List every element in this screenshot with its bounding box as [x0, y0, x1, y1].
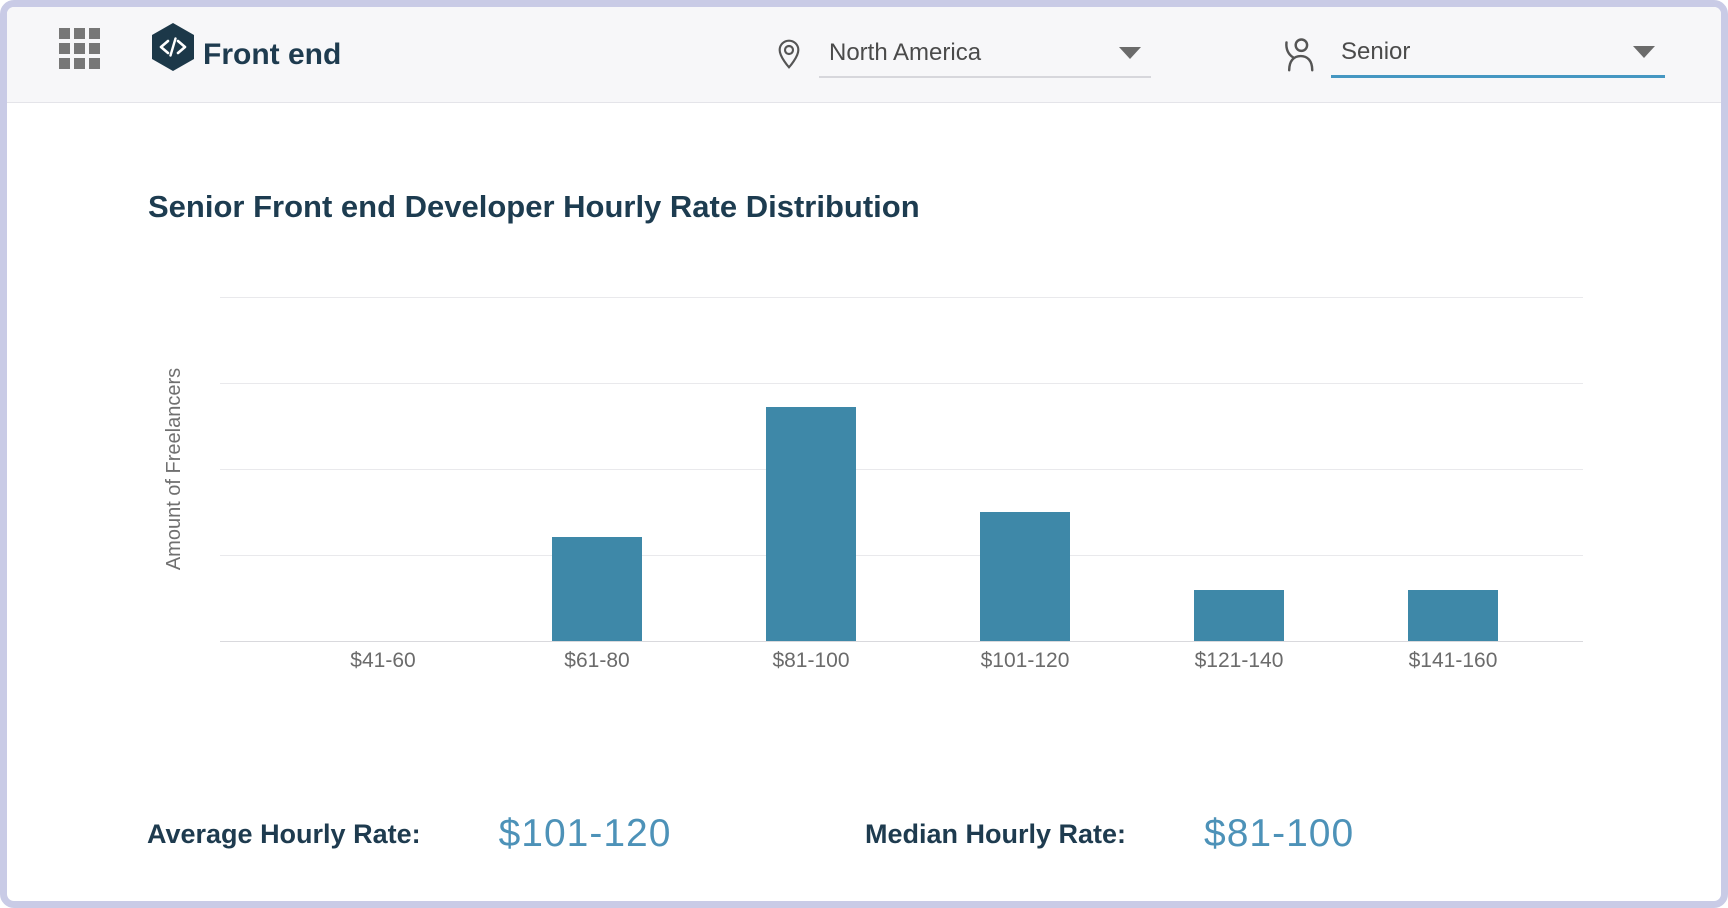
bar-column: [490, 240, 704, 641]
chart-title: Senior Front end Developer Hourly Rate D…: [148, 189, 920, 224]
header-bar: Front end North America: [7, 7, 1721, 103]
average-rate-stat: Average Hourly Rate: $101-120: [147, 809, 671, 859]
x-tick-label: $121-140: [1194, 649, 1284, 672]
bar-column: [1132, 240, 1346, 641]
average-rate-label: Average Hourly Rate:: [147, 818, 421, 849]
bar-$81-100[interactable]: [766, 407, 856, 641]
bar-$61-80[interactable]: [552, 536, 642, 641]
median-rate-stat: Median Hourly Rate: $81-100: [865, 809, 1354, 859]
chevron-down-icon: [1119, 46, 1141, 59]
median-rate-value: $81-100: [1204, 812, 1355, 855]
median-rate-label: Median Hourly Rate:: [865, 818, 1127, 849]
bar-$121-140[interactable]: [1194, 589, 1284, 641]
gridline: [220, 555, 1583, 556]
app-title: Front end: [203, 38, 342, 71]
bar-column: [704, 240, 918, 641]
seniority-select[interactable]: Senior: [1331, 29, 1665, 78]
x-tick-label: $141-160: [1408, 649, 1498, 672]
x-tick-label: $61-80: [564, 649, 630, 672]
chevron-down-icon: [1633, 46, 1655, 58]
x-axis-labels: $41-60 $61-80 $81-100 $101-120 $121-140 $141-…: [276, 649, 1560, 673]
location-dropdown[interactable]: North America: [773, 29, 1151, 78]
bar-column: [276, 240, 490, 641]
x-tick-label: $41-60: [350, 649, 416, 672]
gridline: [220, 469, 1583, 470]
seniority-person-icon: [1279, 33, 1317, 75]
gridline: [220, 297, 1583, 298]
y-axis-label: Amount of Freelancers: [163, 367, 185, 571]
average-rate-value: $101-120: [498, 812, 672, 855]
bars-row: [276, 240, 1560, 641]
bar-column: [1346, 240, 1560, 641]
location-select[interactable]: North America: [819, 29, 1151, 78]
x-axis-line: [220, 641, 1583, 642]
code-hexagon-icon: [152, 23, 194, 71]
seniority-dropdown[interactable]: Senior: [1279, 29, 1665, 78]
gridline: [220, 383, 1583, 384]
grid-menu-icon[interactable]: [59, 28, 100, 69]
x-tick-label: $81-100: [772, 649, 850, 672]
seniority-value: Senior: [1341, 38, 1411, 65]
x-tick-label: $101-120: [980, 649, 1070, 672]
bar-column: [918, 240, 1132, 641]
bar-$101-120[interactable]: [980, 512, 1070, 641]
location-value: North America: [829, 38, 982, 66]
location-pin-icon: [773, 33, 805, 75]
bar-$141-160[interactable]: [1408, 589, 1498, 641]
